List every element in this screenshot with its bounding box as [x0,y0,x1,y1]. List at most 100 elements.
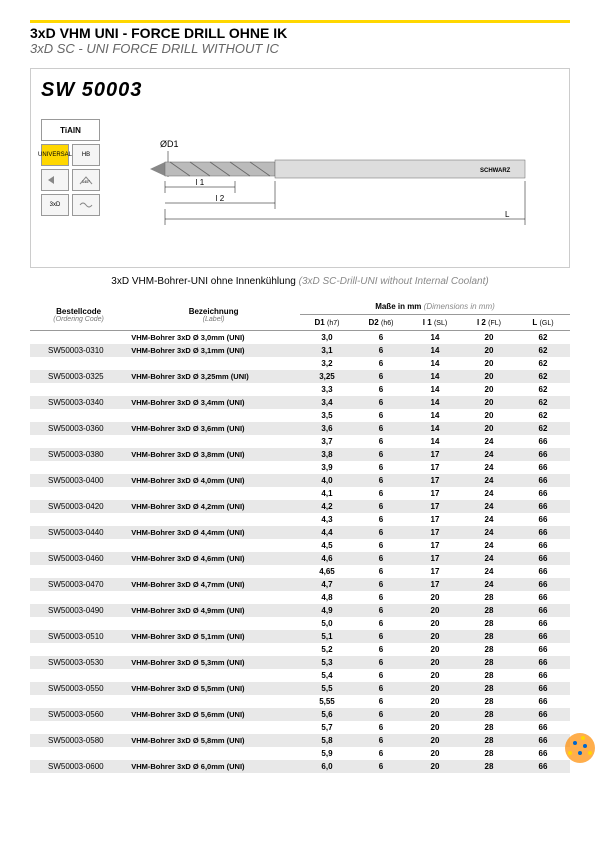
cell-L: 66 [516,617,570,630]
cell-l2: 28 [462,747,516,760]
cell-d2: 6 [354,695,408,708]
table-row: SW50003-0325 VHM-Bohrer 3xD Ø 3,25mm (UN… [30,370,570,383]
cell-l1: 14 [408,344,462,357]
table-row: SW50003-0310 VHM-Bohrer 3xD Ø 3,1mm (UNI… [30,344,570,357]
table-row: SW50003-0340 VHM-Bohrer 3xD Ø 3,4mm (UNI… [30,396,570,409]
cell-l2: 20 [462,344,516,357]
cell-l1: 20 [408,760,462,773]
diagram-subtitle: 3xD VHM-Bohrer-UNI ohne Innenkühlung (3x… [30,276,570,287]
cell-d1: 3,7 [300,435,354,448]
cell-l1: 20 [408,643,462,656]
cell-l2: 24 [462,487,516,500]
table-row: SW50003-0490 VHM-Bohrer 3xD Ø 4,9mm (UNI… [30,604,570,617]
cell-label [127,617,300,630]
svg-text:145°: 145° [82,179,91,184]
cell-code [30,747,127,760]
cell-d2: 6 [354,370,408,383]
cell-code [30,435,127,448]
cell-d1: 5,9 [300,747,354,760]
cell-l2: 28 [462,630,516,643]
cell-code [30,331,127,345]
cell-label: VHM-Bohrer 3xD Ø 5,8mm (UNI) [127,734,300,747]
cell-l2: 28 [462,591,516,604]
cell-l2: 28 [462,669,516,682]
cell-l2: 28 [462,643,516,656]
cell-label [127,721,300,734]
cell-l1: 17 [408,552,462,565]
title-english: 3xD SC - UNI FORCE DRILL WITHOUT IC [30,41,570,56]
cell-l2: 28 [462,760,516,773]
cell-d2: 6 [354,760,408,773]
cell-l2: 28 [462,708,516,721]
cell-l2: 20 [462,383,516,396]
cell-l1: 14 [408,422,462,435]
dim-d1-label: ØD1 [160,139,179,149]
cell-d2: 6 [354,643,408,656]
cell-l2: 24 [462,552,516,565]
cell-label [127,435,300,448]
cell-code: SW50003-0400 [30,474,127,487]
cell-d2: 6 [354,630,408,643]
cell-label: VHM-Bohrer 3xD Ø 6,0mm (UNI) [127,760,300,773]
header-accent-bar [30,20,570,23]
cell-d1: 3,0 [300,331,354,345]
cell-l2: 20 [462,370,516,383]
badge-hb: HB [72,144,100,166]
cell-code [30,617,127,630]
cell-label [127,747,300,760]
cell-code [30,669,127,682]
cell-d1: 4,3 [300,513,354,526]
cell-code [30,513,127,526]
cell-l1: 20 [408,708,462,721]
subtitle-de: 3xD VHM-Bohrer-UNI ohne Innenkühlung [111,276,296,287]
cell-label: VHM-Bohrer 3xD Ø 3,4mm (UNI) [127,396,300,409]
cell-L: 66 [516,682,570,695]
cell-l1: 20 [408,591,462,604]
cell-l2: 20 [462,357,516,370]
cell-label: VHM-Bohrer 3xD Ø 4,9mm (UNI) [127,604,300,617]
cell-d1: 3,2 [300,357,354,370]
cell-d2: 6 [354,500,408,513]
cell-l1: 20 [408,695,462,708]
cell-l1: 20 [408,656,462,669]
cell-d1: 5,1 [300,630,354,643]
table-row: SW50003-0460 VHM-Bohrer 3xD Ø 4,6mm (UNI… [30,552,570,565]
cell-d1: 5,8 [300,734,354,747]
cell-l2: 24 [462,500,516,513]
table-row: 4,1 6 17 24 66 [30,487,570,500]
table-row: 4,65 6 17 24 66 [30,565,570,578]
cell-L: 66 [516,630,570,643]
cell-l2: 24 [462,435,516,448]
cell-L: 66 [516,474,570,487]
cell-l1: 20 [408,682,462,695]
badge-coating: TiAlN [41,119,100,141]
table-row: 5,7 6 20 28 66 [30,721,570,734]
table-row: SW50003-0440 VHM-Bohrer 3xD Ø 4,4mm (UNI… [30,526,570,539]
cell-L: 66 [516,591,570,604]
cell-label: VHM-Bohrer 3xD Ø 5,6mm (UNI) [127,708,300,721]
cell-d1: 3,4 [300,396,354,409]
cell-code [30,357,127,370]
cell-L: 66 [516,513,570,526]
cell-l1: 17 [408,487,462,500]
cell-label [127,565,300,578]
cell-d2: 6 [354,565,408,578]
cell-d2: 6 [354,422,408,435]
spec-table: Bestellcode (Ordering Code) Bezeichnung … [30,299,570,773]
table-row: VHM-Bohrer 3xD Ø 3,0mm (UNI) 3,0 6 14 20… [30,331,570,345]
cell-L: 66 [516,435,570,448]
cell-d1: 3,9 [300,461,354,474]
table-row: 3,3 6 14 20 62 [30,383,570,396]
cell-code [30,721,127,734]
cell-l1: 17 [408,578,462,591]
cell-code [30,643,127,656]
cell-code: SW50003-0360 [30,422,127,435]
cell-code [30,383,127,396]
cell-code [30,461,127,474]
cell-l1: 17 [408,539,462,552]
cell-L: 66 [516,461,570,474]
dim-L-label: L [505,210,510,219]
cell-d1: 5,3 [300,656,354,669]
cell-d1: 5,5 [300,682,354,695]
cell-label: VHM-Bohrer 3xD Ø 5,1mm (UNI) [127,630,300,643]
